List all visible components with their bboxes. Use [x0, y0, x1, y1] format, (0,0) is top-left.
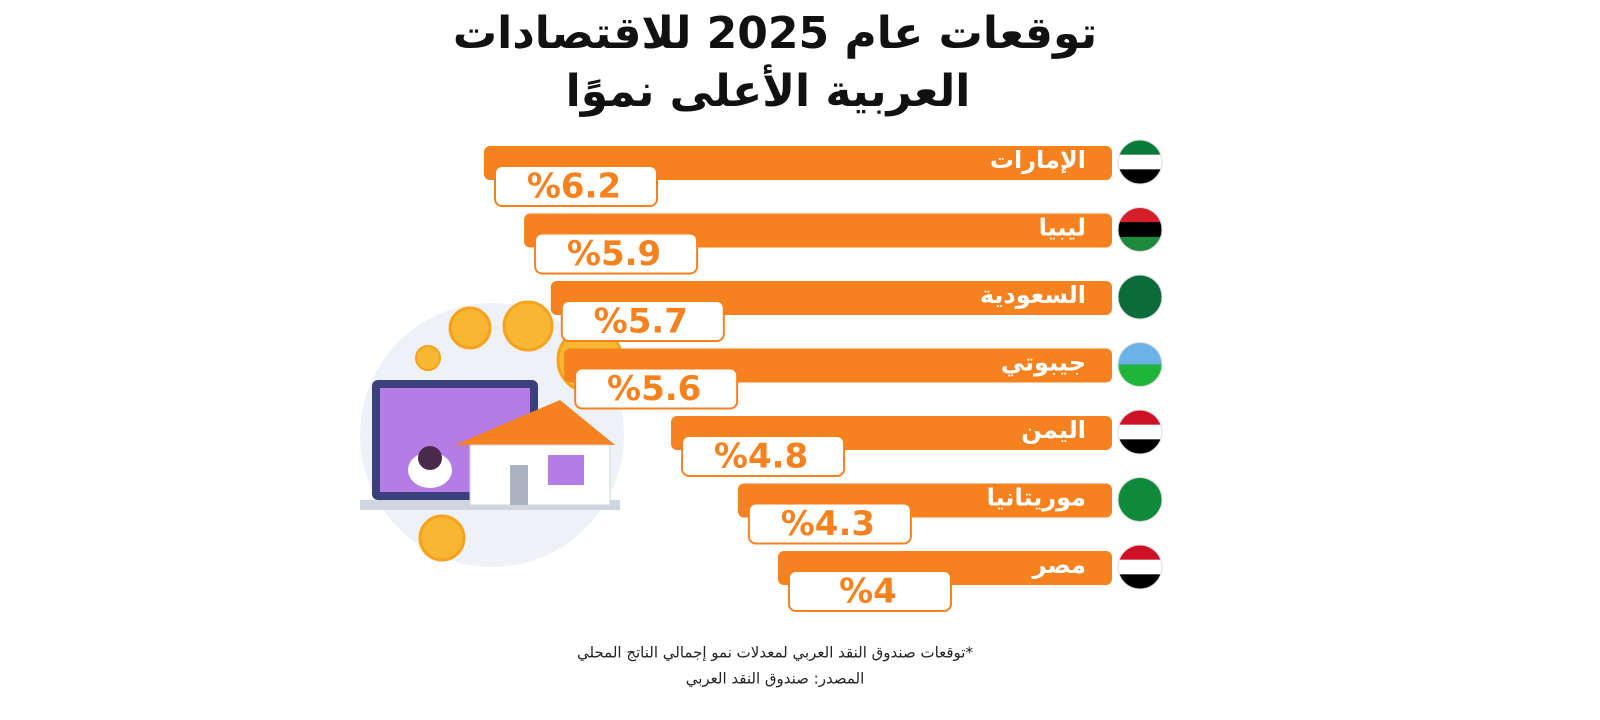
flag-border	[1117, 207, 1163, 252]
value-box	[681, 435, 846, 477]
category-label: اليمن	[1021, 416, 1086, 444]
flag-border	[1117, 342, 1163, 387]
category-label: السعودية	[980, 281, 1086, 309]
value-label: %5.6	[607, 369, 701, 409]
value-box	[534, 232, 699, 275]
flag-stripe	[1118, 342, 1162, 365]
value-box	[560, 300, 725, 342]
flag-stripe	[1118, 410, 1162, 426]
category-label: مصر	[1032, 551, 1086, 579]
category-label: ليبيا	[1039, 214, 1086, 242]
value-label: %4.3	[781, 504, 875, 544]
category-label: جيبوتي	[1001, 349, 1086, 377]
value-label: %6.2	[527, 167, 621, 207]
flag-border	[1117, 409, 1163, 455]
flag-stripe	[1118, 424, 1162, 440]
value-box	[574, 367, 739, 410]
flag-stripe	[1118, 140, 1162, 156]
flag-stripe	[1118, 169, 1162, 184]
flag-stripe	[1118, 574, 1162, 589]
flag-border	[1117, 274, 1163, 320]
flag-border	[1117, 477, 1163, 522]
source: المصدر: صندوق النقد العربي	[686, 670, 865, 689]
value-box	[494, 165, 658, 207]
flag-stripe	[1118, 439, 1162, 454]
flag-stripe	[1118, 154, 1162, 170]
flag-stripe	[1118, 477, 1162, 522]
flag-stripe	[1118, 275, 1162, 319]
value-label: %4	[839, 572, 897, 612]
category-label: موريتانيا	[987, 484, 1086, 512]
footnote: *توقعات صندوق النقد العربي لمعدلات نمو إ…	[577, 644, 973, 663]
value-label: %4.8	[714, 437, 808, 477]
flag-stripe	[1118, 545, 1162, 561]
category-label: الإمارات	[990, 146, 1086, 174]
flag-stripe	[1118, 364, 1162, 387]
value-box	[787, 570, 952, 612]
chart-title: العربية الأعلى نموًا	[566, 64, 971, 117]
flags	[1117, 139, 1163, 590]
flag-stripe	[1118, 207, 1162, 223]
flag-border	[1117, 139, 1163, 185]
value-box	[747, 502, 912, 545]
value-label: %5.7	[594, 302, 688, 342]
flag-stripe	[1118, 222, 1162, 238]
flag-border	[1117, 544, 1163, 590]
value-label: %5.9	[567, 234, 661, 274]
flag-stripe	[1118, 236, 1162, 252]
flag-stripe	[1118, 559, 1162, 575]
chart-title: توقعات عام 2025 للاقتصادات	[453, 8, 1097, 59]
